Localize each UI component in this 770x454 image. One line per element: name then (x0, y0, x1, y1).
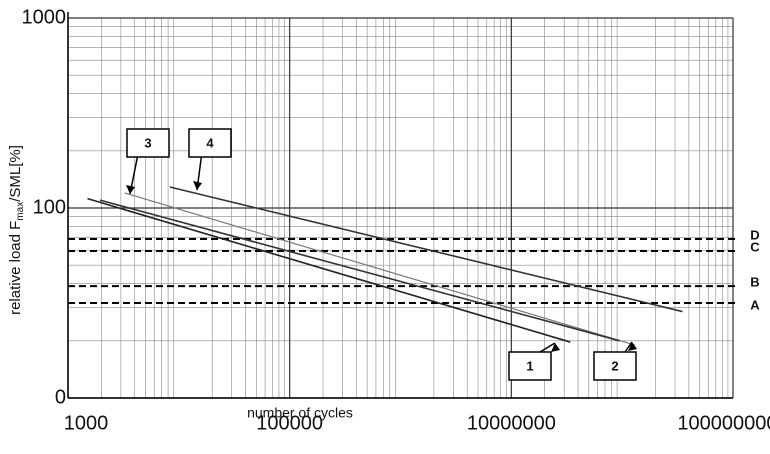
callout-box (188, 128, 232, 158)
reference-label: B (750, 275, 759, 290)
series-line (99, 199, 620, 342)
x-tick-label: 1000000000 (677, 412, 770, 434)
reference-label: C (750, 239, 760, 254)
arrow-head (628, 342, 637, 351)
callout-arrow (539, 342, 556, 353)
callout-box (508, 351, 552, 381)
y-tick-label: 100 (33, 196, 66, 218)
legend-label: 1 (526, 358, 533, 373)
legend-label: 4 (206, 135, 214, 150)
arrow-head (193, 181, 202, 190)
x-axis-label: number of cycles (247, 405, 353, 421)
y-label-main: relative load F (7, 221, 24, 315)
callout-arrow (624, 341, 633, 353)
series-line (169, 186, 683, 313)
x-tick-label: 100000 (256, 412, 323, 434)
series-line (87, 197, 571, 343)
reference-label: D (750, 227, 759, 242)
legend-label: 3 (144, 135, 151, 150)
y-label-sub: max (15, 202, 26, 221)
x-tick-label: 10000000 (467, 412, 556, 434)
reference-label: A (750, 297, 760, 312)
arrow-head (551, 343, 560, 352)
y-tick-label: 0 (55, 386, 66, 408)
series-line (124, 192, 635, 346)
arrow-head (126, 185, 135, 194)
callout-box (593, 351, 637, 381)
y-tick-label: 1000 (22, 6, 67, 28)
callout-box (126, 128, 170, 158)
y-label-rest: /SML[%] (7, 145, 24, 202)
x-tick-label: 1000 (64, 412, 109, 434)
y-axis-label: relative load Fmax/SML[%] (7, 145, 26, 315)
legend-label: 2 (611, 358, 618, 373)
